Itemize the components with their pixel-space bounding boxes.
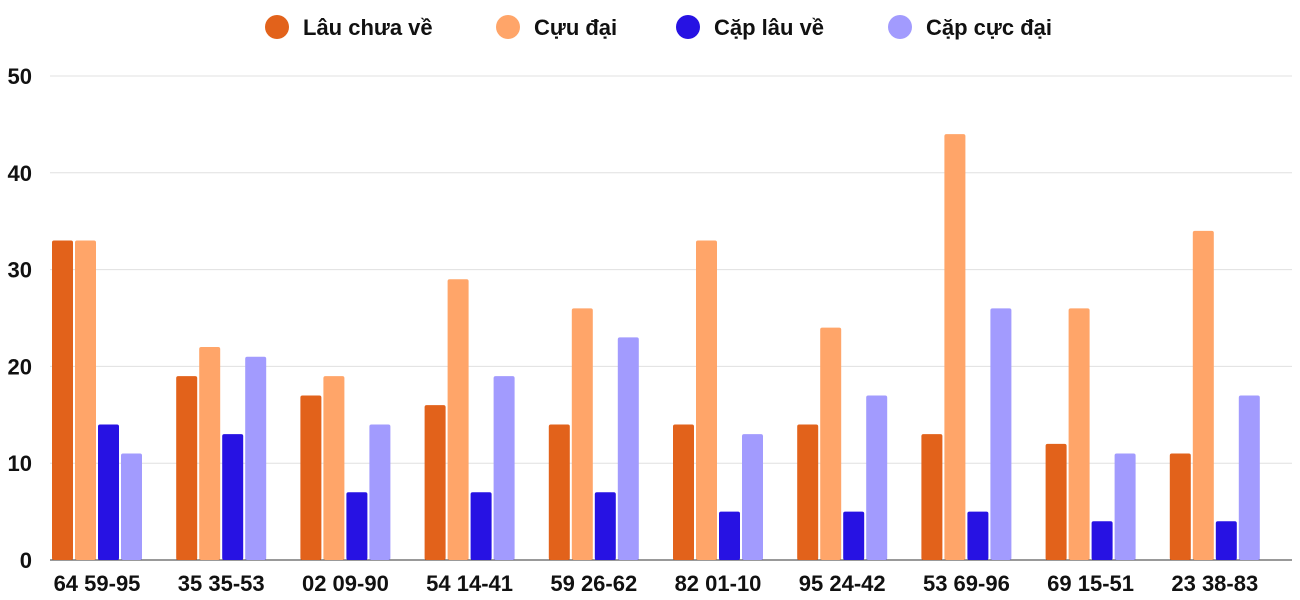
y-tick-label: 40 [8, 161, 32, 186]
legend-marker [265, 15, 289, 39]
bar [424, 405, 446, 560]
legend-label: Cựu đại [534, 15, 617, 40]
x-tick-label: 69 15-51 [1047, 571, 1134, 596]
bar [52, 240, 73, 560]
bar [1091, 521, 1113, 560]
bar [594, 492, 616, 560]
bar [98, 424, 119, 560]
bar [1045, 443, 1067, 560]
bar [673, 424, 694, 560]
legend-marker [496, 15, 520, 39]
bar [245, 356, 267, 560]
bar [121, 453, 142, 560]
x-tick-label: 23 38-83 [1171, 571, 1258, 596]
bar [75, 240, 96, 560]
bar [300, 395, 322, 560]
legend-label: Cặp lâu về [714, 15, 824, 40]
bar [346, 492, 368, 560]
legend-label: Cặp cực đại [926, 15, 1052, 40]
bar [866, 395, 888, 560]
legend-marker [676, 15, 700, 39]
bar [617, 337, 639, 560]
bar [199, 347, 221, 560]
bar [944, 134, 966, 560]
bar [921, 434, 943, 560]
y-tick-label: 0 [20, 548, 32, 573]
bar [843, 511, 865, 560]
x-tick-label: 35 35-53 [178, 571, 265, 596]
x-tick-label: 82 01-10 [675, 571, 762, 596]
bar [369, 424, 391, 560]
y-tick-label: 50 [8, 64, 32, 89]
y-tick-label: 10 [8, 451, 32, 476]
bar [1169, 453, 1191, 560]
bar [1215, 521, 1237, 560]
x-tick-label: 95 24-42 [799, 571, 886, 596]
bar [967, 511, 989, 560]
bar [493, 376, 515, 560]
bar [470, 492, 492, 560]
bar [820, 327, 842, 560]
y-tick-label: 20 [8, 354, 32, 379]
bar [1238, 395, 1260, 560]
bar [696, 240, 717, 560]
bar [797, 424, 819, 560]
x-tick-label: 59 26-62 [550, 571, 637, 596]
bar [571, 308, 593, 560]
bar [176, 376, 198, 560]
legend-label: Lâu chưa về [303, 15, 433, 40]
bar [719, 511, 740, 560]
bar [1192, 230, 1214, 560]
legend-marker [888, 15, 912, 39]
x-tick-label: 02 09-90 [302, 571, 389, 596]
x-tick-label: 53 69-96 [923, 571, 1010, 596]
y-tick-label: 30 [8, 258, 32, 283]
bar [1068, 308, 1090, 560]
bar [548, 424, 570, 560]
bar [323, 376, 345, 560]
x-tick-label: 64 59-95 [54, 571, 141, 596]
bar [1114, 453, 1136, 560]
bar [742, 434, 763, 560]
bar [447, 279, 469, 560]
x-tick-label: 54 14-41 [426, 571, 513, 596]
bar [990, 308, 1012, 560]
bar [222, 434, 244, 560]
